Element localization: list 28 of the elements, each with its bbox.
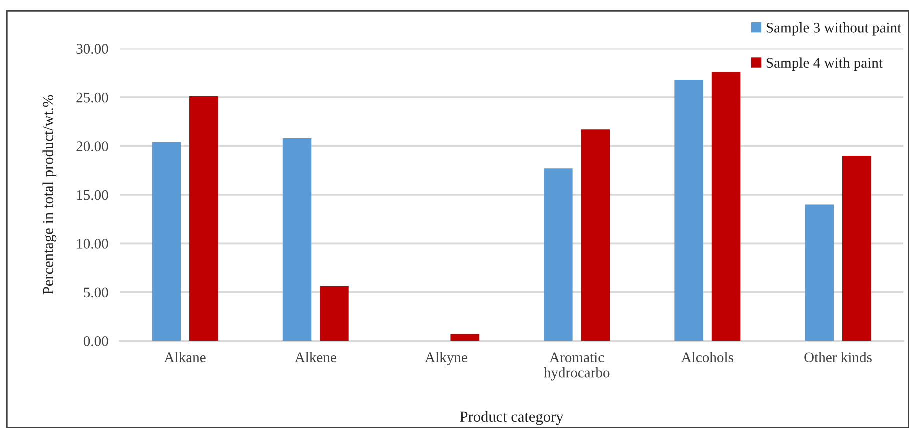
y-tick-label: 5.00	[84, 288, 108, 298]
x-tick-label: Alkyne	[425, 352, 468, 366]
bar	[842, 156, 872, 342]
x-tick-label: Aromatic hydrocarbo	[544, 352, 610, 381]
bar	[712, 72, 741, 342]
bar	[450, 334, 480, 342]
x-tick-label: Other kinds	[804, 352, 872, 362]
bar	[282, 138, 312, 342]
bar	[581, 130, 610, 342]
x-axis-title: Product category	[460, 411, 564, 426]
bar	[544, 168, 573, 342]
bar	[152, 142, 182, 342]
legend-label: Sample 4 with paint	[766, 58, 883, 71]
y-tick-label: 0.00	[84, 336, 108, 346]
legend-label: Sample 3 without paint	[766, 22, 902, 36]
bar	[190, 96, 218, 342]
x-tick-label: Alcohols	[681, 352, 734, 362]
y-axis-title: Percentage in total product/wt.%	[42, 95, 57, 295]
y-tick-label: 30.00	[76, 44, 108, 54]
y-tick-label: 15.00	[77, 190, 108, 200]
bar	[674, 80, 704, 342]
bar	[320, 286, 349, 342]
bar	[805, 204, 834, 342]
y-tick-label: 10.00	[77, 239, 108, 249]
y-tick-label: 20.00	[76, 142, 108, 152]
x-tick-label: Alkane	[164, 352, 206, 362]
y-tick-label: 25.00	[76, 92, 108, 103]
x-tick-label: Alkene	[294, 352, 336, 362]
